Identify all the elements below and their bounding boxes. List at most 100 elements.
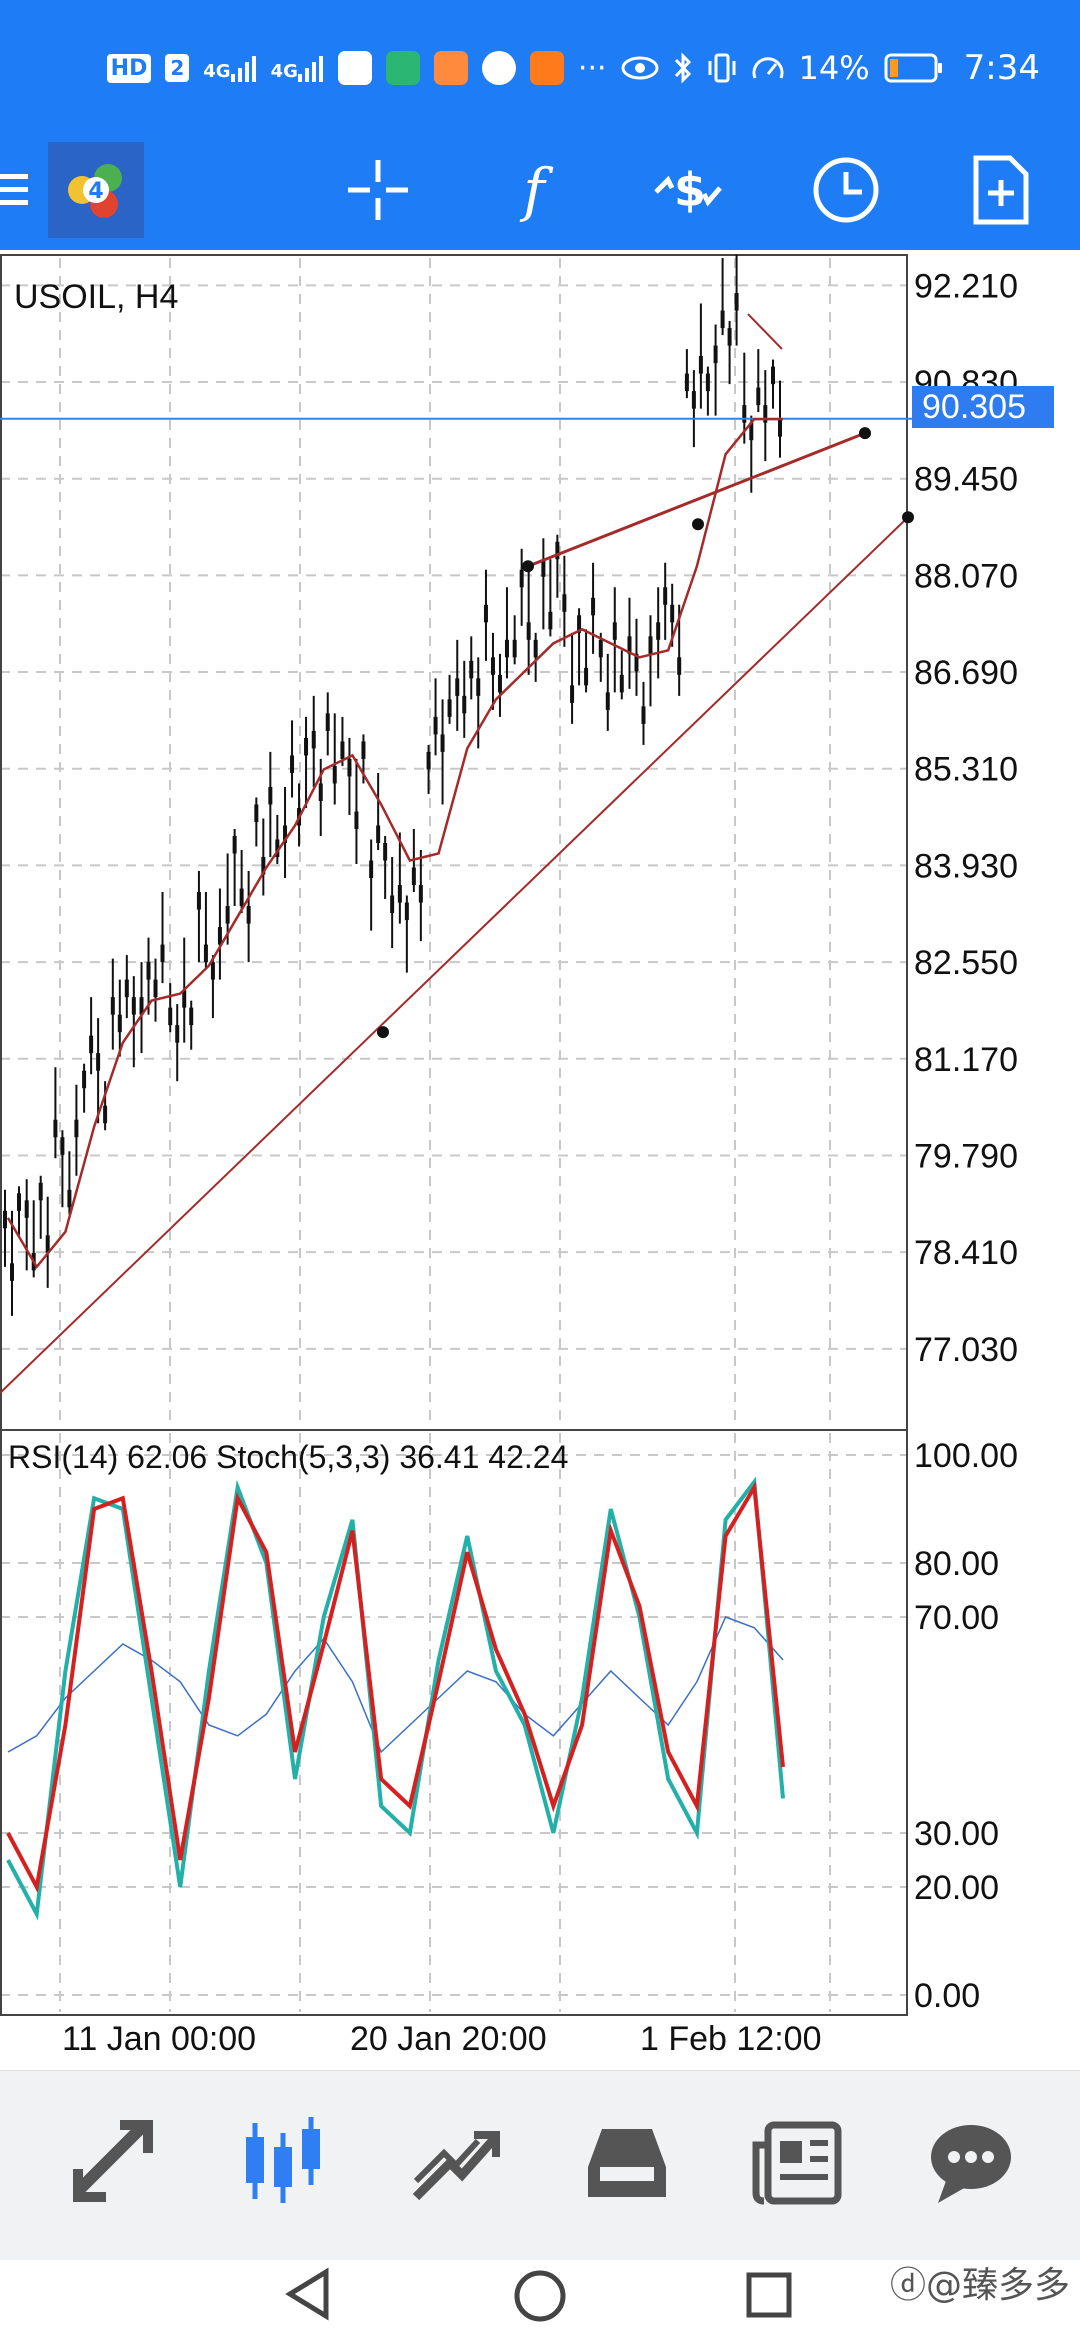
candle-body	[82, 1070, 87, 1089]
candle-body	[555, 541, 560, 560]
recents-square-icon[interactable]	[744, 2270, 794, 2320]
candle-body	[504, 639, 509, 658]
candle-body	[275, 839, 280, 858]
vibrate-icon	[708, 53, 736, 83]
symbol-timeframe-label: USOIL, H4	[14, 278, 178, 316]
candle-body	[691, 391, 696, 409]
trade-dollar-icon[interactable]: $	[650, 152, 726, 228]
price-tick-label: 85.310	[914, 751, 1018, 789]
candle-body	[512, 639, 517, 658]
app-toolbar: 4 f $	[0, 130, 1080, 250]
candle-body	[246, 906, 251, 924]
candle-body	[418, 885, 423, 903]
candle-body	[562, 594, 567, 612]
app-logo-icon[interactable]: 4	[48, 142, 144, 238]
candle-body	[124, 979, 129, 998]
price-tick-label: 79.790	[914, 1137, 1018, 1175]
candle-body	[548, 611, 553, 630]
candle-body	[476, 678, 481, 696]
small-trendline	[747, 313, 783, 350]
candle-body	[533, 639, 538, 658]
hd-icon: HD	[106, 53, 152, 83]
trade-trend-icon[interactable]	[400, 2107, 510, 2217]
price-tick-label: 86.690	[914, 654, 1018, 692]
signal-icon-1: 4G	[203, 54, 256, 82]
price-tick-label: 88.070	[914, 557, 1018, 595]
clock: 7:34	[963, 48, 1040, 88]
status-icons: HD 2 4G 4G ··· 14% 7:34	[106, 40, 1040, 96]
bottom-navigation	[0, 2070, 1080, 2261]
candle-body	[605, 692, 610, 710]
candle-body	[663, 587, 668, 605]
menu-icon[interactable]	[0, 172, 30, 208]
price-tick-label: 83.930	[914, 847, 1018, 885]
candle-body	[146, 962, 151, 980]
price-pane-frame	[0, 254, 908, 1431]
candle-body	[290, 755, 295, 773]
candle-body	[742, 405, 747, 423]
candle-body	[584, 667, 589, 686]
battery-percent: 14%	[798, 49, 870, 87]
back-triangle-icon[interactable]	[282, 2266, 334, 2322]
candle-body	[17, 1193, 21, 1211]
stochastic-main-line	[6, 1476, 785, 1921]
candle-body	[677, 657, 682, 675]
news-icon[interactable]	[744, 2107, 854, 2217]
candle-body	[612, 622, 617, 640]
home-circle-icon[interactable]	[512, 2268, 568, 2324]
status-bar: HD 2 4G 4G ··· 14% 7:34	[0, 0, 1080, 130]
current-price-badge	[912, 386, 1054, 428]
new-order-icon[interactable]	[962, 152, 1038, 228]
candle-body	[749, 422, 754, 441]
price-tick-label: 81.170	[914, 1041, 1018, 1079]
candle-body	[53, 1119, 58, 1138]
price-tick-label: 77.030	[914, 1331, 1018, 1369]
candle-body	[261, 857, 266, 875]
time-tick-label: 20 Jan 20:00	[350, 2020, 547, 2058]
candle-body	[519, 569, 524, 588]
candle-body	[426, 751, 431, 770]
candle-body	[203, 944, 208, 963]
candle-body	[153, 979, 158, 998]
candle-body	[117, 1014, 122, 1033]
home-app-icon	[385, 51, 420, 85]
trendline-anchor-point	[859, 427, 871, 440]
candle-body	[641, 706, 646, 724]
candle-body	[591, 597, 596, 616]
candle-body	[110, 997, 115, 1015]
candle-body	[268, 786, 273, 805]
timeframe-clock-icon[interactable]	[808, 152, 884, 228]
candle-body	[455, 678, 460, 696]
candle-body	[713, 345, 718, 364]
candle-body	[376, 825, 381, 843]
indicator-pane-frame	[0, 1429, 908, 2016]
chart-candles-icon[interactable]	[228, 2107, 338, 2217]
candle-body	[332, 765, 337, 784]
system-navigation-bar	[0, 2260, 1080, 2340]
candle-body	[734, 293, 739, 311]
candle-body	[254, 804, 259, 822]
candle-body	[469, 660, 474, 679]
candle-body	[67, 1189, 72, 1208]
candle-body	[656, 622, 661, 640]
candle-body	[89, 1035, 94, 1054]
candle-body	[383, 843, 388, 861]
chart-area[interactable]: 92.210 90.830 89.450 88.070 86.690 85.310 83.9…	[0, 250, 1080, 2070]
candle-body	[210, 962, 215, 980]
candle-body	[763, 405, 768, 423]
current-price-value: 90.305	[922, 388, 1026, 426]
messages-chat-icon[interactable]	[916, 2107, 1026, 2217]
candle-body	[447, 699, 452, 717]
price-chart[interactable]: 92.21090.83089.45088.07086.69085.31083.9…	[0, 250, 1080, 2070]
candle-body	[369, 860, 374, 879]
history-inbox-icon[interactable]	[572, 2107, 682, 2217]
battery-icon	[884, 53, 942, 83]
crosshair-icon[interactable]	[340, 152, 416, 228]
trendline-anchor-point	[377, 1026, 389, 1039]
candle-body	[462, 695, 467, 714]
price-tick-label: 82.550	[914, 944, 1018, 982]
indicators-function-icon[interactable]: f	[496, 152, 572, 228]
indicator-tick-label: 70.00	[914, 1599, 999, 1637]
quotes-arrows-icon[interactable]	[60, 2107, 170, 2217]
svg-text:$: $	[674, 163, 706, 217]
